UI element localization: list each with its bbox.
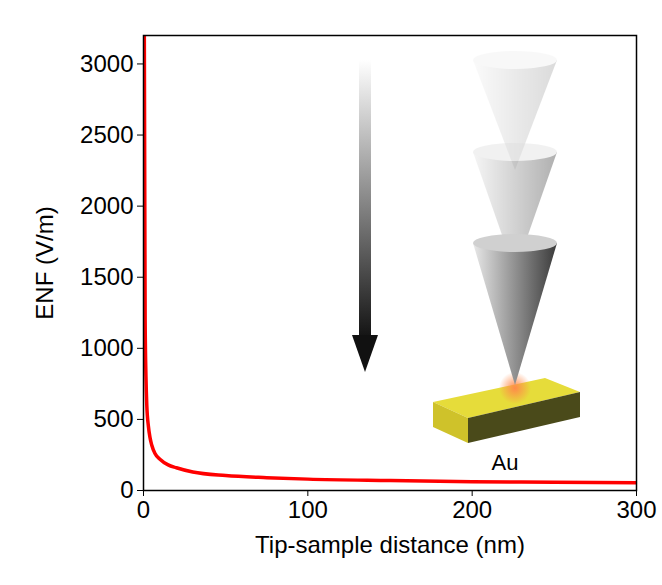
svg-text:0: 0 [137, 496, 150, 523]
svg-text:2500: 2500 [80, 121, 133, 148]
svg-text:300: 300 [616, 496, 656, 523]
svg-text:2000: 2000 [80, 192, 133, 219]
svg-text:1000: 1000 [80, 334, 133, 361]
svg-text:Tip-sample distance (nm): Tip-sample distance (nm) [255, 531, 525, 558]
svg-text:3000: 3000 [80, 50, 133, 77]
svg-text:200: 200 [452, 496, 492, 523]
svg-text:500: 500 [93, 405, 133, 432]
svg-text:100: 100 [288, 496, 328, 523]
svg-text:1500: 1500 [80, 263, 133, 290]
svg-text:0: 0 [120, 476, 133, 503]
svg-text:Au: Au [492, 450, 519, 475]
svg-text:ENF (V/m): ENF (V/m) [31, 206, 58, 319]
